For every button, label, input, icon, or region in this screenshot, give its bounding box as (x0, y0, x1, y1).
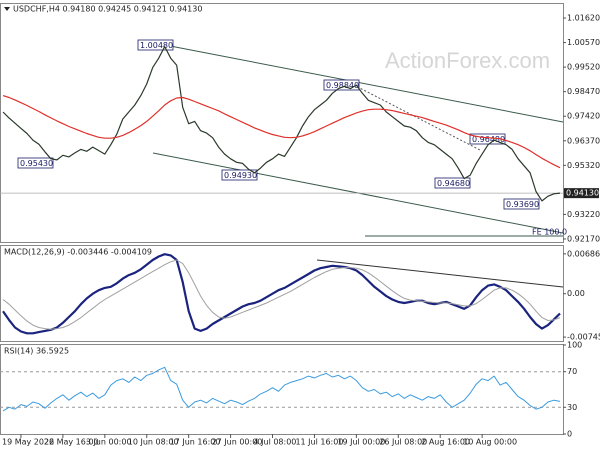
y-tick-label: 1.00570 (567, 38, 600, 47)
annotations: 1.00480 0.98840 0.96480 0.95430 0.94930 … (17, 39, 567, 237)
x-tick-label: 26 May 16:00 (44, 438, 99, 447)
channel-upper (164, 44, 564, 123)
rsi-panel (0, 344, 564, 435)
x-tick-label: 19 Jul 00:00 (337, 438, 385, 447)
x-tick-label: 17 Jun 16:00 (170, 438, 221, 447)
x-tick-label: 2 Aug 16:00 (421, 438, 470, 447)
y-tick-label: 0.99520 (567, 63, 600, 72)
annotation-box (469, 133, 506, 145)
y-tick-label: 0.96370 (567, 136, 600, 145)
y-tick-label: 0.006861 (567, 249, 600, 258)
y-tick-label: 100 (567, 341, 582, 350)
y-tick-label: 0.95320 (567, 161, 600, 170)
y-tick-label: 30 (567, 403, 577, 412)
series-line (2, 253, 561, 335)
annotation-box (221, 169, 258, 181)
last-price-label: 0.94130 (566, 189, 599, 198)
y-tick-label: 0.97420 (567, 112, 600, 121)
annotation-box (17, 157, 54, 169)
x-tick-label: 4 Jul 08:00 (254, 438, 297, 447)
series-line (2, 366, 561, 412)
annotation: 0.94930 (224, 171, 257, 180)
x-tick-label: 10 Aug 00:00 (463, 438, 517, 447)
x-tick-label: 3 Jun 00:00 (86, 438, 132, 447)
annotation: 0.98840 (326, 81, 359, 90)
rsi-title: RSI(14) 36.5925 (4, 347, 69, 356)
y-tick-label: 0.00 (567, 289, 585, 298)
x-tick-label: 10 Jun 08:00 (128, 438, 179, 447)
last-price-box (564, 188, 599, 199)
y-tick-label: 0.92170 (567, 234, 600, 243)
price-panel (0, 3, 564, 243)
annotation: 0.93690 (506, 200, 539, 209)
annotation: 0.96480 (472, 135, 505, 144)
y-tick-label: 1.01620 (567, 14, 600, 23)
macd-trendline (316, 259, 564, 288)
x-tick-label: 11 Jul 16:00 (295, 438, 343, 447)
y-tick-label: 0 (567, 430, 572, 439)
x-tick-label: 27 Jun 00:00 (212, 438, 263, 447)
annotation-box (323, 79, 360, 91)
y-tick-label: 0.98470 (567, 87, 600, 96)
annotation: FE 100.0 (532, 228, 567, 237)
annotation-box (434, 177, 471, 189)
annotation-box (503, 198, 540, 210)
price-title: USDCHF,H4 0.94180 0.94245 0.94121 0.9413… (13, 5, 202, 14)
annotation: 0.95430 (20, 159, 53, 168)
watermark: ActionForex.com (385, 48, 550, 73)
annotation-box (137, 39, 174, 51)
series-line (2, 259, 561, 330)
menu-triangle (4, 7, 10, 11)
annotation: 0.94680 (437, 179, 470, 188)
y-tick-label: -0.007454 (567, 333, 600, 342)
x-tick-label: 19 May 2022 (2, 438, 54, 447)
series-line (2, 46, 561, 202)
y-tick-label: 0.93220 (567, 210, 600, 219)
annotation: 1.00480 (140, 41, 173, 50)
macd-title: MACD(12,26,9) -0.003446 -0.004109 (4, 248, 152, 257)
y-tick-label: 70 (567, 367, 577, 376)
x-tick-label: 26 Jul 08:00 (379, 438, 427, 447)
series-line (2, 95, 561, 169)
